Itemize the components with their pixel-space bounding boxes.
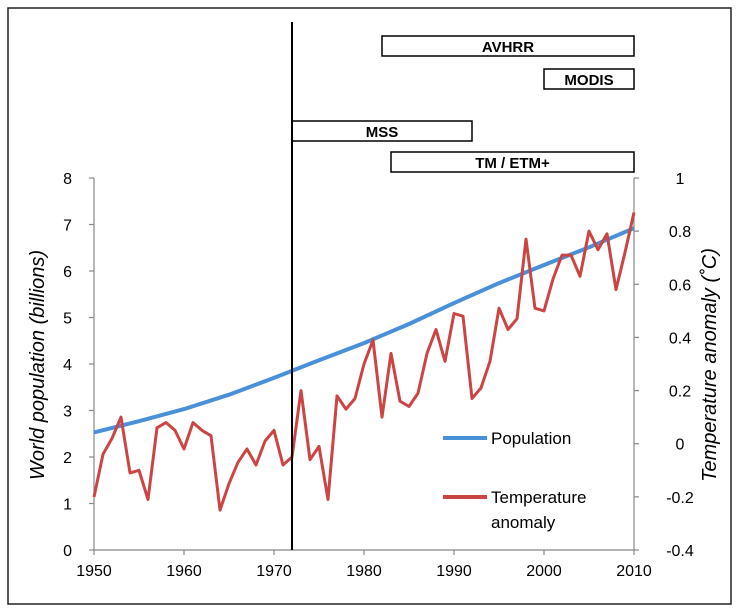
x-tick-label: 1990 bbox=[436, 563, 472, 580]
x-tick-label: 2000 bbox=[526, 563, 562, 580]
legend: Population Temperature anomaly bbox=[443, 429, 586, 532]
chart-frame bbox=[7, 7, 732, 605]
left-tick-label: 5 bbox=[63, 311, 72, 328]
x-tick-label: 1950 bbox=[76, 563, 112, 580]
sensor-bar bbox=[390, 151, 635, 173]
legend-temperature-label-line1: Temperature bbox=[491, 488, 586, 507]
left-tick-label: 3 bbox=[63, 404, 72, 421]
x-tick-label: 1970 bbox=[256, 563, 292, 580]
left-tick-label: 4 bbox=[63, 357, 72, 374]
right-tick-label: 0.2 bbox=[669, 384, 691, 401]
right-tick-label: -0.2 bbox=[666, 490, 694, 507]
right-tick-label: 0.6 bbox=[669, 277, 691, 294]
legend-population-label: Population bbox=[491, 429, 571, 448]
temperature-series-line bbox=[92, 212, 636, 512]
left-axis-title: World population (billions) bbox=[27, 250, 49, 480]
x-tick-label: 2010 bbox=[616, 563, 652, 580]
sensor-bar bbox=[543, 68, 635, 90]
sensor-label: TM / ETM+ bbox=[475, 155, 550, 172]
left-tick-label: 2 bbox=[63, 450, 72, 467]
x-tick-label: 1960 bbox=[166, 563, 202, 580]
right-tick-label: 0 bbox=[676, 437, 685, 454]
left-tick-label: 0 bbox=[63, 543, 72, 560]
left-tick-label: 1 bbox=[63, 497, 72, 514]
sensor-label: MSS bbox=[366, 124, 399, 141]
right-tick-label: 0.8 bbox=[669, 224, 691, 241]
plot-lines bbox=[92, 212, 636, 512]
sensor-bar bbox=[381, 35, 635, 57]
right-tick-label: 0.4 bbox=[669, 330, 691, 347]
right-axis-title: Temperature anomaly (˚C) bbox=[699, 248, 721, 482]
sensor-label: MODIS bbox=[564, 72, 613, 89]
legend-temperature-label-line2: anomaly bbox=[491, 513, 556, 532]
population-series-line bbox=[93, 226, 635, 435]
x-tick-label: 1980 bbox=[346, 563, 382, 580]
axes: 0 1 2 3 4 5 6 7 8 -0.4 -0.2 0 0.2 0.4 0.6 0.8 1 1950 1960 1… bbox=[63, 171, 694, 580]
right-tick-label: -0.4 bbox=[666, 543, 694, 560]
left-tick-label: 8 bbox=[63, 171, 72, 188]
left-tick-label: 7 bbox=[63, 218, 72, 235]
sensor-label: AVHRR bbox=[482, 39, 534, 56]
right-tick-label: 1 bbox=[676, 171, 685, 188]
left-tick-label: 6 bbox=[63, 264, 72, 281]
